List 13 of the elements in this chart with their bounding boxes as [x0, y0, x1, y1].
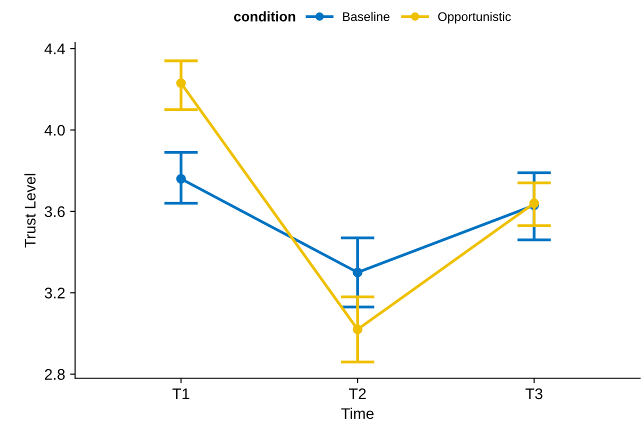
legend-title: condition	[234, 11, 296, 22]
y-tick-label: 4.4	[44, 44, 65, 54]
y-tick-label: 4.0	[44, 124, 65, 136]
y-tick-label: 3.6	[44, 206, 65, 218]
legend-label: Opportunistic	[438, 12, 511, 24]
x-tick-label: T1	[172, 388, 190, 400]
x-tick-label: T2	[349, 388, 366, 400]
legend-label: Baseline	[343, 12, 390, 22]
x-axis-title: Time	[341, 408, 374, 419]
y-axis-title: Trust Level	[24, 174, 36, 248]
y-tick-label: 3.2	[44, 288, 65, 298]
y-tick-label: 2.8	[44, 369, 65, 380]
x-tick-label: T3	[526, 388, 542, 400]
